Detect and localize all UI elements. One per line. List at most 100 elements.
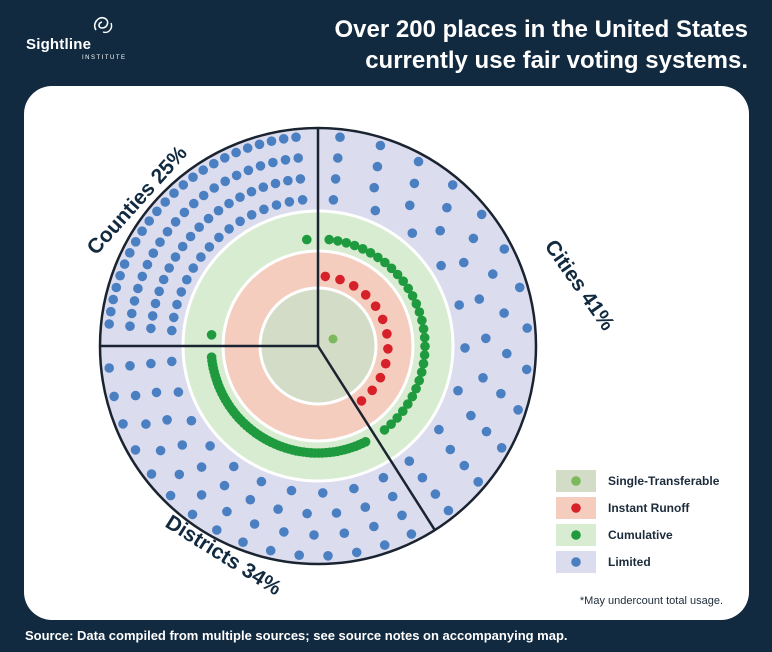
dot-limited [349,483,359,494]
sightline-swirl-icon [93,16,113,34]
dot-limited [294,550,305,560]
dot-limited [231,170,242,181]
dot-limited [478,373,488,383]
category-label-cities: Cities 41% [540,236,619,336]
dot-limited [108,294,118,305]
dot-limited [297,195,308,205]
dot-limited [522,323,532,333]
dot-cumulative [417,315,427,326]
dot-cumulative [414,307,425,317]
dot-limited [330,174,341,184]
dot-limited [280,155,291,165]
dot-cumulative [403,283,414,294]
legend-label-4: Limited [608,555,651,569]
dot-limited [447,180,458,190]
dot-limited [169,188,179,198]
dot-limited [459,460,470,471]
dot-limited [104,319,114,329]
dot-limited [188,172,198,182]
dot-limited [176,287,187,297]
dot-limited [170,217,181,227]
dot-limited [459,257,469,268]
dot-instant-runoff [382,329,392,339]
dot-limited [118,419,128,429]
dot-limited [148,248,159,258]
dot-limited [375,140,386,151]
dot-instant-runoff [335,274,345,285]
dot-limited [182,274,192,285]
dot-limited [370,205,381,216]
dot-limited [521,364,532,375]
dot-limited [152,206,162,217]
dot-limited [185,231,196,242]
dot-limited [328,195,339,205]
dot-cumulative [206,330,217,340]
dot-limited [255,161,266,171]
dot-cumulative [392,413,403,423]
brand-subtitle: INSTITUTE [82,55,127,61]
dot-cumulative [392,269,403,280]
dot-cumulative [416,367,427,378]
dot-limited [130,390,141,401]
dot-limited [445,444,456,455]
dot-limited [235,192,245,202]
dot-limited [167,356,177,367]
dot-limited [254,139,265,150]
dot-limited [209,158,219,169]
dot-cumulative [420,341,430,352]
dot-limited [242,143,253,153]
dot-cumulative [419,350,430,360]
sector-divider-2 [316,345,436,531]
dot-limited [271,200,282,210]
legend-label-1: Single-Transferable [608,474,720,488]
dot-cumulative [411,299,422,309]
dot-limited [291,132,301,142]
dot-limited [133,283,143,294]
dot-limited [214,232,224,243]
dot-limited [220,153,230,163]
dot-limited [481,426,492,437]
dot-limited [129,296,140,306]
legend-dot-1 [571,476,581,486]
dot-limited [137,271,148,282]
dot-limited [323,551,333,561]
dot-limited [169,312,179,323]
dot-limited [220,176,230,187]
dot-instant-runoff [360,290,371,300]
dot-cumulative [403,399,413,409]
dot-limited [130,237,141,247]
dot-limited [224,198,234,209]
dot-limited [514,282,525,293]
dot-limited [106,306,116,317]
dot-cumulative [373,252,383,263]
dot-limited [188,263,199,273]
dot-instant-runoff [375,372,386,383]
dot-cumulative [341,238,352,248]
dot-limited [407,228,418,238]
dot-limited [318,488,328,498]
dot-limited [245,494,256,505]
dot-limited [502,348,512,359]
dot-cumulative [324,234,335,245]
dot-limited [187,509,198,520]
dot-limited [204,242,215,252]
dot-limited [372,161,383,172]
dot-limited [309,530,319,540]
dot-cumulative [365,248,376,258]
dot-limited [160,197,170,207]
dot-limited [496,443,507,453]
dot-limited [238,537,248,547]
dot-limited [155,445,166,456]
dot-limited [205,441,215,451]
dot-cumulative [379,425,390,435]
dot-limited [454,300,465,310]
dot-cumulative [411,383,421,394]
dot-limited [286,485,297,496]
dot-limited [460,343,470,353]
dot-limited [162,226,173,237]
dot-instant-runoff [367,385,378,396]
dot-limited [496,388,506,399]
dot-cumulative [418,324,429,334]
dot-instant-runoff [356,396,367,406]
dot-instant-runoff [348,281,359,291]
